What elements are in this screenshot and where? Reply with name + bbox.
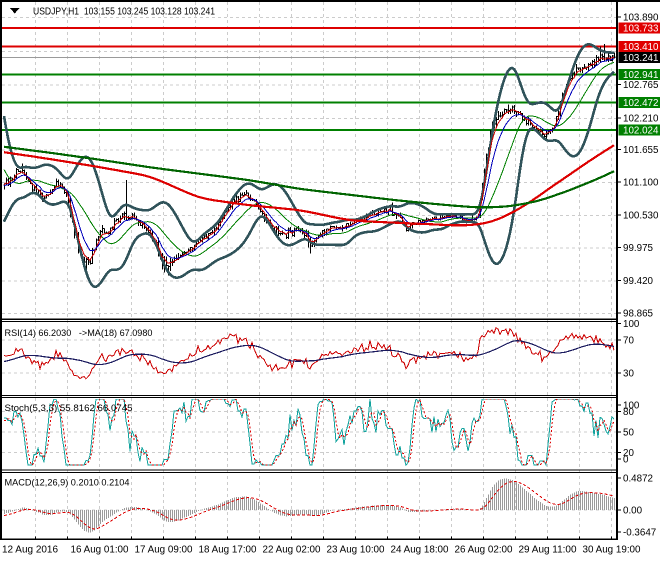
svg-text:26 Aug 02:00: 26 Aug 02:00	[455, 545, 513, 556]
svg-text:102.210: 102.210	[623, 114, 659, 125]
svg-text:29 Aug 11:00: 29 Aug 11:00	[519, 545, 577, 556]
svg-text:103.733: 103.733	[623, 24, 659, 35]
svg-text:103.410: 103.410	[623, 42, 659, 53]
svg-text:102.941: 102.941	[623, 70, 658, 81]
svg-text:-0.3647: -0.3647	[623, 527, 656, 538]
svg-text:22 Aug 02:00: 22 Aug 02:00	[263, 545, 321, 556]
svg-text:12 Aug 2016: 12 Aug 2016	[2, 545, 58, 556]
svg-text:100.530: 100.530	[623, 211, 659, 222]
svg-text:30 Aug 19:00: 30 Aug 19:00	[583, 545, 641, 556]
svg-text:30: 30	[623, 369, 634, 380]
svg-text:70: 70	[623, 336, 634, 347]
svg-text:50: 50	[623, 428, 634, 439]
svg-text:18 Aug 17:00: 18 Aug 17:00	[199, 545, 257, 556]
svg-text:103.241: 103.241	[623, 53, 658, 64]
svg-text:102.765: 102.765	[623, 80, 659, 91]
svg-text:23 Aug 10:00: 23 Aug 10:00	[327, 545, 385, 556]
svg-text:USDJPY,H1 103.155 103.245 103: USDJPY,H1 103.155 103.245 103.128 103.24…	[33, 7, 215, 18]
svg-text:102.024: 102.024	[623, 125, 659, 136]
svg-text:99.975: 99.975	[623, 243, 654, 254]
svg-text:100: 100	[623, 319, 640, 330]
svg-text:24 Aug 18:00: 24 Aug 18:00	[391, 545, 449, 556]
svg-text:17 Aug 09:00: 17 Aug 09:00	[135, 545, 193, 556]
svg-text:RSI(14) 66.2030 ->MA(18) 67.: RSI(14) 66.2030 ->MA(18) 67.0980	[5, 328, 153, 339]
svg-text:102.472: 102.472	[623, 98, 658, 109]
svg-text:101.655: 101.655	[623, 145, 659, 156]
svg-text:103.890: 103.890	[623, 13, 659, 24]
svg-text:0.00: 0.00	[623, 506, 643, 517]
svg-text:Stoch(5,3,3) 55.8162 66.0745: Stoch(5,3,3) 55.8162 66.0745	[5, 403, 133, 414]
svg-text:101.100: 101.100	[623, 178, 659, 189]
svg-text:0: 0	[623, 455, 629, 466]
svg-text:99.420: 99.420	[623, 276, 654, 287]
svg-text:16 Aug 01:00: 16 Aug 01:00	[71, 545, 129, 556]
svg-text:MACD(12,26,9) 0.2010 0.2104: MACD(12,26,9) 0.2010 0.2104	[5, 478, 130, 489]
svg-text:80: 80	[623, 407, 634, 418]
svg-text:98.865: 98.865	[623, 309, 654, 320]
svg-text:0.4872: 0.4872	[623, 473, 653, 484]
